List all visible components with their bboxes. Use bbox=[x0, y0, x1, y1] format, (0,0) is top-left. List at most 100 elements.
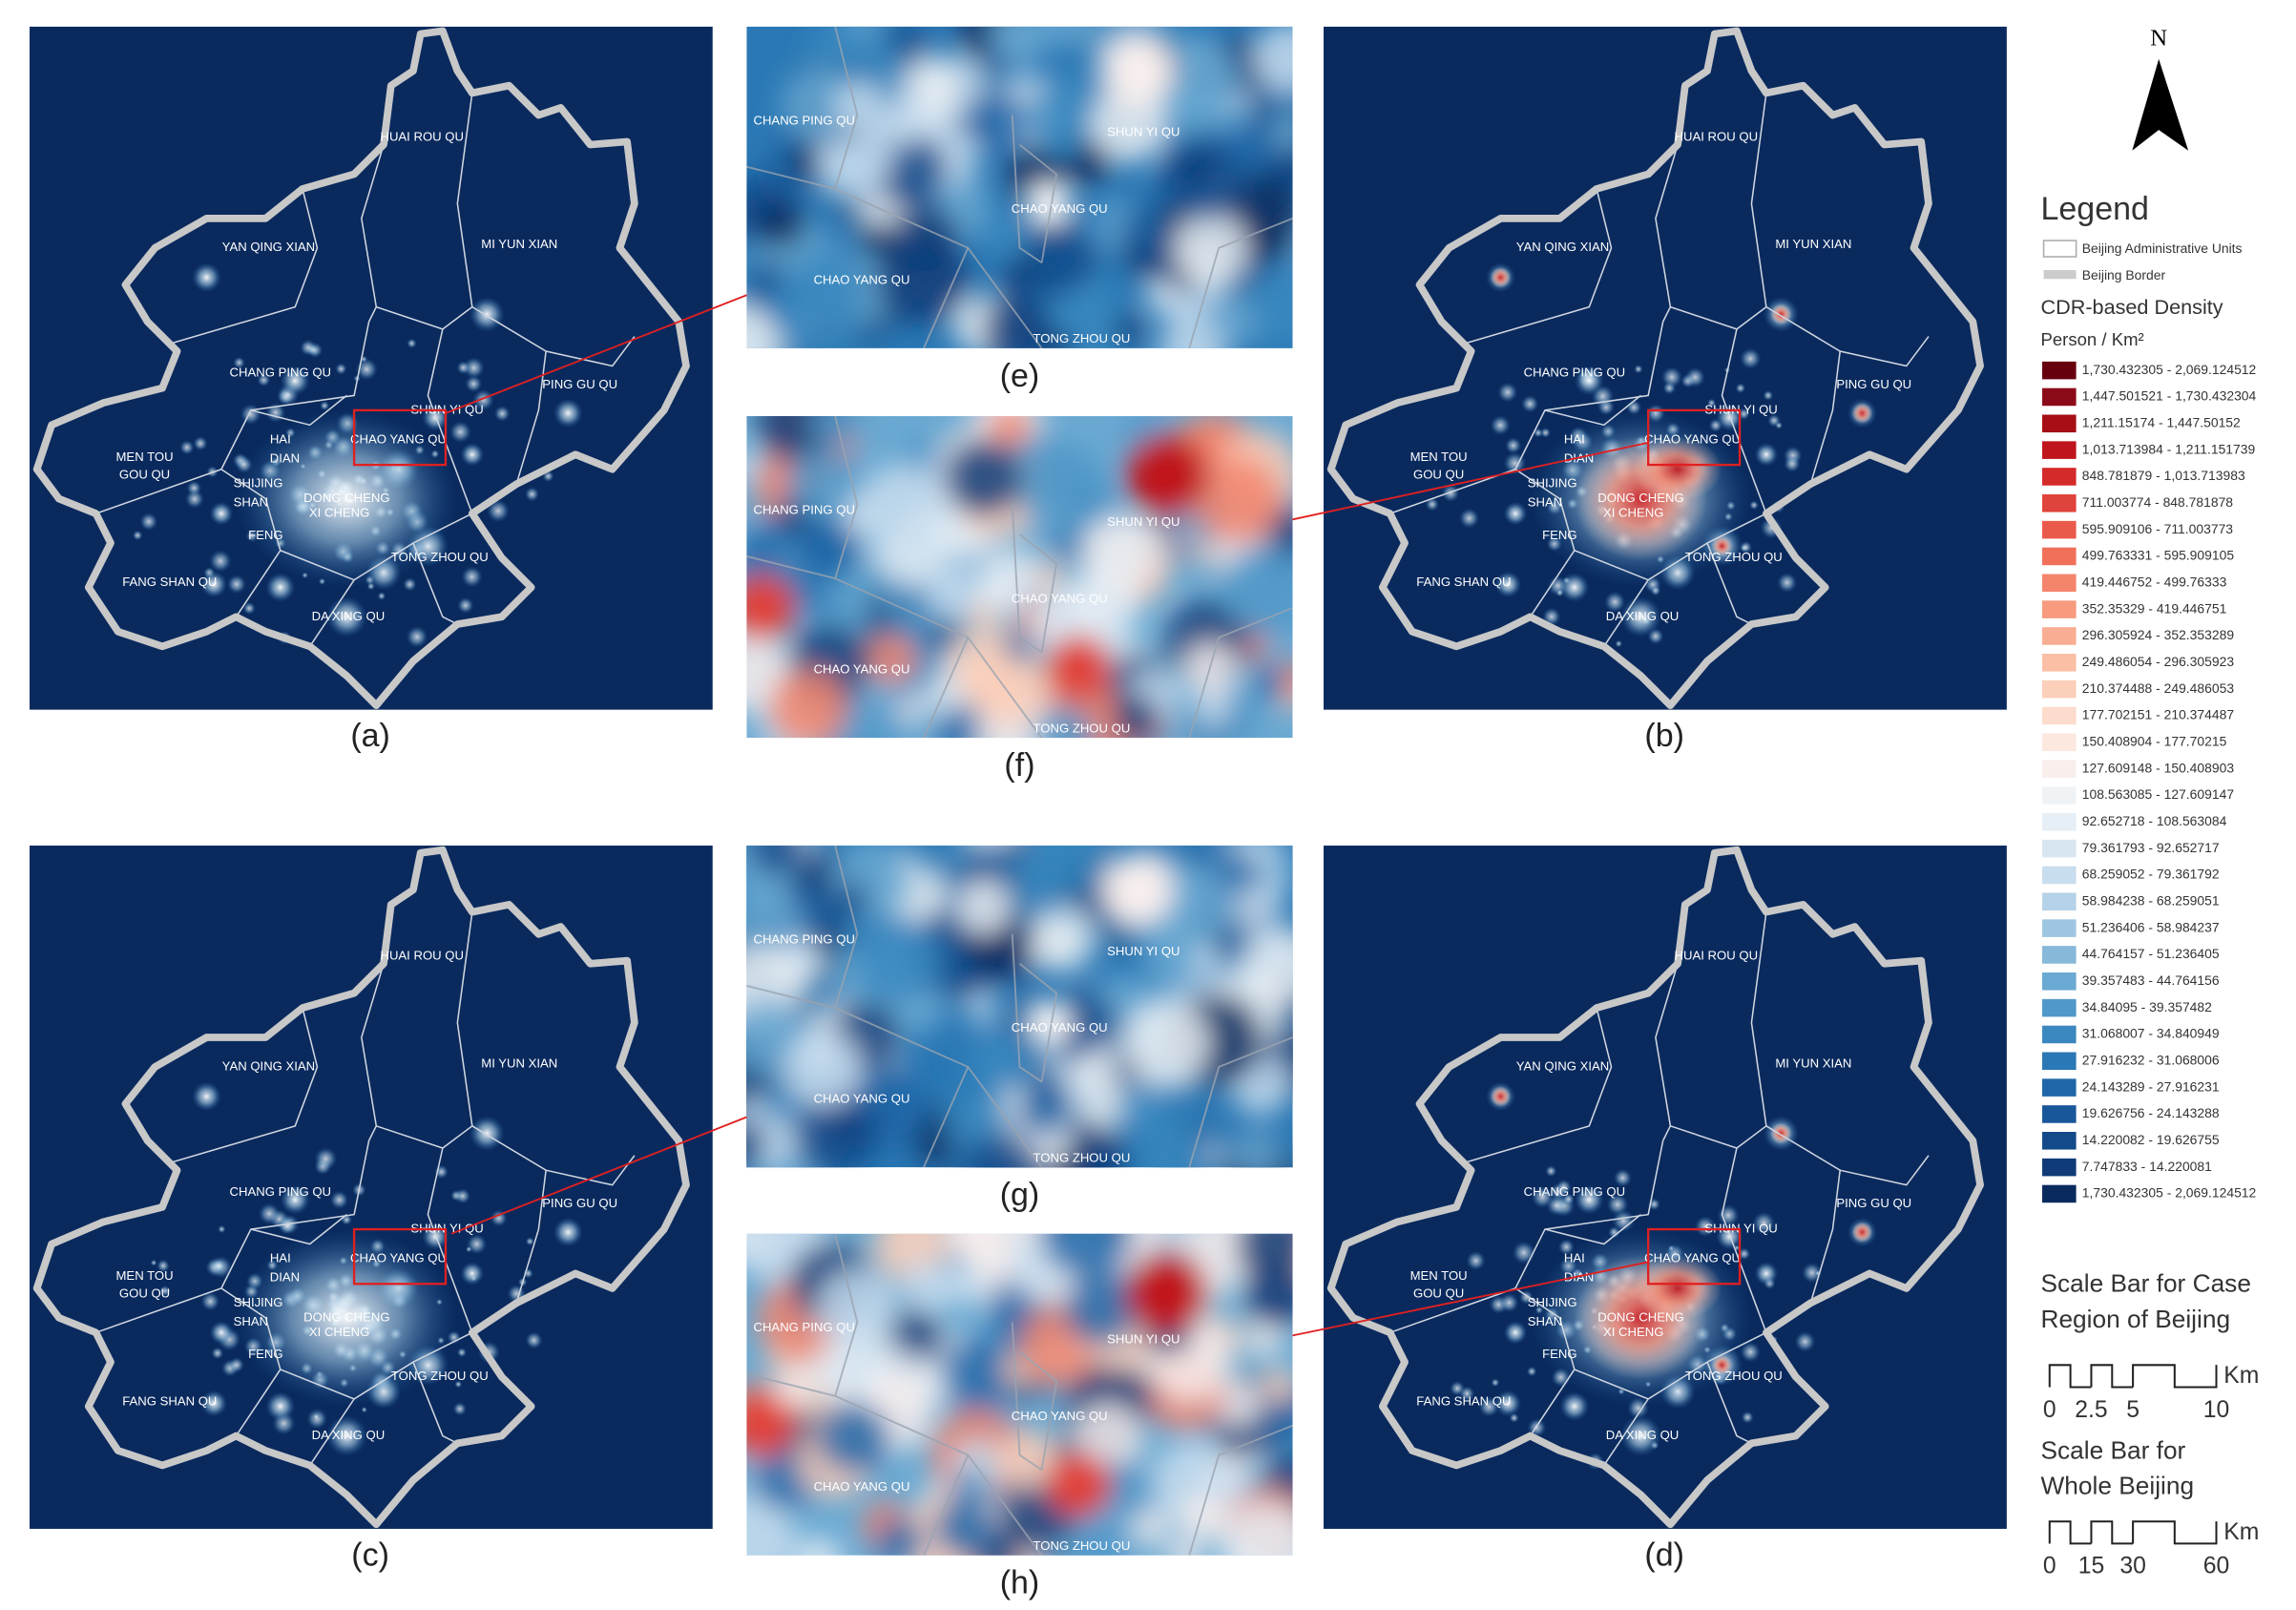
legend-swatch bbox=[2042, 998, 2077, 1017]
district-label: CHAO YANG QU bbox=[1644, 431, 1741, 446]
density-spot bbox=[553, 398, 583, 429]
density-blob bbox=[746, 1122, 766, 1168]
district-label: YAN QING XIAN bbox=[1516, 1058, 1609, 1073]
density-speck bbox=[1763, 389, 1774, 401]
density-blob bbox=[944, 437, 1024, 517]
district-boundary bbox=[1721, 1147, 1767, 1333]
legend-class: 92.652718 - 108.563084 bbox=[2082, 813, 2227, 828]
legend-swatch bbox=[2042, 1184, 2077, 1203]
hot-blob bbox=[1046, 634, 1112, 700]
district-label: CHANG PING QU bbox=[230, 1184, 331, 1199]
district-boundary bbox=[1603, 1398, 1649, 1466]
density-blob bbox=[859, 221, 895, 258]
road-boundary bbox=[923, 637, 970, 739]
district-boundary bbox=[220, 469, 282, 617]
beijing-border bbox=[32, 846, 690, 1529]
density-blob bbox=[998, 1429, 1060, 1490]
map-background bbox=[1324, 26, 2007, 710]
density-blob bbox=[1132, 1511, 1168, 1547]
district-boundary bbox=[1765, 305, 1930, 367]
density-spot bbox=[192, 1081, 221, 1112]
density-speck bbox=[242, 601, 256, 615]
district-label: TONG ZHOU QU bbox=[1685, 1369, 1783, 1383]
density-blob bbox=[1119, 205, 1167, 252]
map-background bbox=[1324, 846, 2007, 1529]
density-blob bbox=[782, 69, 854, 141]
density-blob bbox=[1212, 1377, 1263, 1428]
district-label: HUAI ROU QU bbox=[380, 948, 464, 962]
density-speck bbox=[132, 530, 143, 541]
density-speck bbox=[493, 405, 511, 422]
density-blob bbox=[982, 294, 1054, 348]
density-surface bbox=[746, 416, 1293, 739]
legend-item: Beijing Border bbox=[2082, 267, 2166, 282]
legend-swatch bbox=[2042, 706, 2077, 725]
density-speck bbox=[454, 1188, 471, 1204]
density-speck bbox=[159, 1285, 171, 1297]
zoom-label: CHAO YANG QU bbox=[1012, 201, 1108, 216]
scale-title: Whole Beijing bbox=[2040, 1472, 2194, 1500]
density-spot bbox=[209, 1320, 234, 1345]
district-boundary bbox=[361, 963, 385, 1141]
district-label: CHANG PING QU bbox=[1524, 366, 1625, 380]
hot-blob bbox=[1046, 1452, 1112, 1517]
density-blob bbox=[935, 704, 990, 739]
panel-label: (e) bbox=[1000, 358, 1040, 394]
density-blob bbox=[1096, 1460, 1156, 1519]
legend-subtitle: CDR-based Density bbox=[2040, 295, 2223, 319]
density-blob bbox=[860, 464, 947, 551]
legend-swatch bbox=[2042, 654, 2077, 672]
density-speck bbox=[463, 357, 485, 379]
density-speck bbox=[193, 435, 208, 451]
zoom-panel: CHANG PING QU SHUN YI QU CHAO YANG QU CHAO … bbox=[746, 26, 1293, 348]
district-boundary bbox=[1809, 350, 1841, 485]
density-speck bbox=[211, 1347, 224, 1360]
density-speck bbox=[1545, 1165, 1557, 1178]
zoom-label: CHAO YANG QU bbox=[814, 1091, 910, 1105]
density-spot bbox=[1494, 1390, 1522, 1417]
district-boundary bbox=[1655, 963, 1679, 1141]
zoom-label: TONG ZHOU QU bbox=[1033, 1150, 1130, 1164]
district-label: TONG ZHOU QU bbox=[1685, 550, 1783, 564]
density-blob bbox=[1166, 1538, 1202, 1556]
density-speck bbox=[1505, 437, 1522, 454]
road-boundary bbox=[1188, 607, 1293, 739]
density-speck bbox=[1533, 428, 1543, 438]
density-speck bbox=[1752, 1211, 1776, 1235]
density-blob bbox=[746, 303, 783, 348]
density-blob bbox=[1081, 514, 1158, 591]
legend-class: 19.626756 - 24.143288 bbox=[2082, 1105, 2220, 1120]
density-spot bbox=[280, 1184, 310, 1215]
legend-swatch bbox=[2042, 1025, 2077, 1044]
density-blob bbox=[1090, 87, 1166, 163]
district-boundary bbox=[515, 350, 547, 485]
road-boundary bbox=[1188, 1424, 1293, 1556]
road-boundary bbox=[1018, 533, 1058, 653]
density-blob bbox=[984, 213, 1032, 261]
district-boundary bbox=[1721, 328, 1767, 514]
legend-swatch bbox=[2042, 760, 2077, 778]
district-label: SHIJING bbox=[1528, 1295, 1577, 1309]
legend-class: 14.220082 - 19.626755 bbox=[2082, 1132, 2220, 1147]
legend-swatch bbox=[2042, 786, 2077, 805]
district-label: DIAN bbox=[270, 1270, 300, 1285]
district-label: FANG SHAN QU bbox=[122, 575, 217, 589]
density-blob bbox=[854, 915, 943, 1004]
density-blob bbox=[1253, 666, 1287, 700]
legend-swatch bbox=[2042, 1078, 2077, 1097]
legend-swatch bbox=[2042, 468, 2077, 486]
beijing-border bbox=[32, 27, 690, 709]
district-label: HAI bbox=[270, 431, 291, 446]
legend-class: 499.763331 - 595.909105 bbox=[2082, 548, 2235, 563]
legend-swatch bbox=[2042, 600, 2077, 618]
density-blob bbox=[867, 635, 917, 684]
beijing-border bbox=[1326, 27, 1984, 709]
density-speck bbox=[329, 1190, 349, 1210]
density-blob bbox=[1237, 130, 1280, 173]
focus-box bbox=[1647, 408, 1742, 467]
density-speck bbox=[1706, 398, 1717, 408]
density-blob bbox=[949, 1265, 988, 1305]
density-spot bbox=[1574, 366, 1604, 396]
legend-class: 595.909106 - 711.003773 bbox=[2082, 521, 2234, 536]
